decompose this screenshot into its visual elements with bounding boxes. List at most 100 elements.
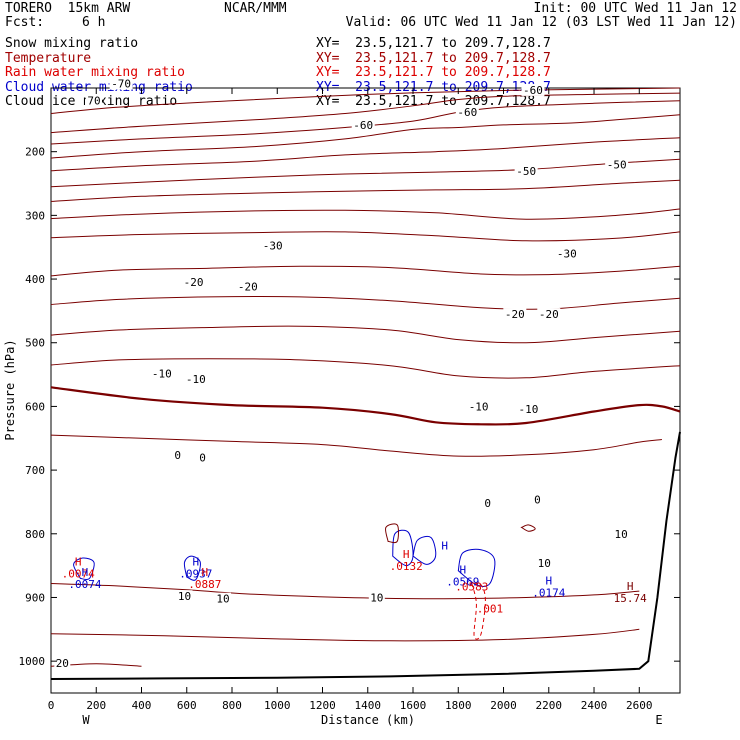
isotherm-line (50, 434, 662, 457)
contour-label-bg (555, 247, 579, 260)
isotherm-line (50, 265, 681, 277)
contour-label-bg (483, 497, 493, 510)
rain-contours (471, 582, 486, 640)
terrain-profile (50, 431, 681, 680)
contour-label: 0 (199, 451, 206, 464)
field-section-range: XY= 23.5,121.7 to 209.7,128.7 (316, 50, 551, 66)
contour-label: 0 (484, 497, 491, 510)
isotherm-line (50, 87, 681, 114)
contour-label-bg (173, 448, 183, 461)
rain-contour (471, 582, 486, 640)
contour-label-bg (109, 77, 133, 90)
max-markers: H.0074H.0074H.0937H.0887H.0132HH.0569.05… (62, 540, 648, 616)
contour-label-bg (150, 367, 174, 380)
isotherm-line (50, 358, 681, 379)
contour-label-bg (236, 280, 260, 293)
cloud-water-contour (183, 555, 201, 581)
y-tick-label: 900 (25, 591, 45, 604)
contour-label: -70 (111, 78, 131, 91)
contour-label-bg (521, 83, 545, 96)
forecast-value: 6 h (82, 15, 106, 30)
contour-label: -60 (523, 84, 543, 97)
contour-label: -10 (186, 373, 206, 386)
y-axis-title: Pressure (hPa) (3, 339, 17, 440)
isotherm-line (50, 325, 681, 344)
x-tick-label: 2000 (490, 699, 517, 712)
max-marker-value: .0174 (532, 587, 565, 600)
contour-label-bg (532, 493, 542, 506)
forecast-label: Fcst: (5, 15, 45, 30)
max-marker-value: .0074 (68, 578, 101, 591)
max-marker-value: .0583 (455, 580, 488, 593)
isotherm-line (50, 100, 681, 145)
field-section-range: XY= 23.5,121.7 to 209.7,128.7 (316, 36, 551, 51)
contour-label: -10 (518, 403, 538, 416)
cloud-water-contour (457, 548, 496, 587)
x-tick-label: 200 (86, 699, 106, 712)
y-tick-label: 500 (25, 337, 45, 350)
contour-label-bg (613, 527, 630, 540)
plot-frame (50, 87, 681, 694)
isotherm-line (50, 137, 681, 172)
terrain-line (50, 431, 681, 680)
contour-label-bg (176, 590, 193, 603)
isotherm-line (50, 179, 681, 202)
field-section-range: XY= 23.5,121.7 to 209.7,128.7 (316, 65, 551, 80)
max-marker-h: H (403, 548, 410, 561)
max-marker-value: .001 (477, 603, 504, 616)
contour-label-bg (516, 402, 540, 415)
temperature-contours (50, 87, 681, 667)
y-tick-label: 200 (25, 146, 45, 159)
y-tick-label: 300 (25, 209, 45, 222)
field-name: Rain water mixing ratio (5, 65, 186, 80)
contour-label-bg (467, 400, 491, 413)
isotherm-line (50, 208, 681, 220)
max-marker-value: 15.74 (614, 592, 647, 605)
contour-label: -50 (607, 158, 627, 171)
contour-label: 0 (174, 449, 181, 462)
max-marker-value: .0937 (179, 568, 212, 581)
x-tick-label: 0 (48, 699, 55, 712)
contour-label: 70 (87, 95, 100, 108)
contour-label-bg (605, 158, 629, 171)
contour-label: -30 (557, 248, 577, 261)
x-tick-label: 1400 (355, 699, 382, 712)
max-marker-h: H (202, 566, 209, 579)
x-tick-label: 800 (222, 699, 242, 712)
x-tick-label: 1800 (445, 699, 472, 712)
contour-label-bg (514, 164, 538, 177)
isotherm-line (50, 295, 681, 310)
contour-label: 10 (615, 528, 628, 541)
field-section-range: XY= 23.5,121.7 to 209.7,128.7 (316, 94, 551, 109)
cloud-ice-contour (385, 523, 399, 544)
center-title: NCAR/MMM (224, 1, 287, 16)
contour-label-bg (214, 592, 231, 605)
max-marker-value: .0569 (446, 575, 479, 588)
x-end-label-east: E (655, 713, 662, 727)
max-marker-value: .0074 (62, 568, 95, 581)
contour-label-bg (351, 118, 375, 131)
field-name: Temperature (5, 50, 92, 66)
contour-labels: -70 -60 -60 -60 -50 -50 -30 -30 -20 -20 -20 -20 -10 -… (54, 77, 630, 670)
max-marker-value: .0887 (188, 578, 221, 591)
contour-label-bg (536, 557, 553, 570)
max-marker-value: .0132 (390, 560, 423, 573)
cloud-water-contour (412, 535, 437, 565)
x-end-label-west: W (82, 713, 90, 727)
contour-label: -20 (539, 308, 559, 321)
field-name: Snow mixing ratio (5, 36, 139, 51)
isotherm-line (50, 231, 681, 242)
isotherm-line (50, 583, 640, 600)
max-marker-h: H (627, 580, 634, 593)
x-tick-label: 600 (177, 699, 197, 712)
y-tick-label: 800 (25, 528, 45, 541)
contour-label: -60 (353, 119, 373, 132)
contour-label: 10 (370, 591, 383, 604)
cloud-water-contour (392, 529, 414, 567)
cloud-ice-contour (520, 524, 536, 532)
y-tick-label: 1000 (19, 655, 46, 668)
x-tick-label: 1600 (400, 699, 427, 712)
init-time: Init: 00 UTC Wed 11 Jan 12 (533, 1, 738, 16)
contour-label: 10 (538, 557, 551, 570)
